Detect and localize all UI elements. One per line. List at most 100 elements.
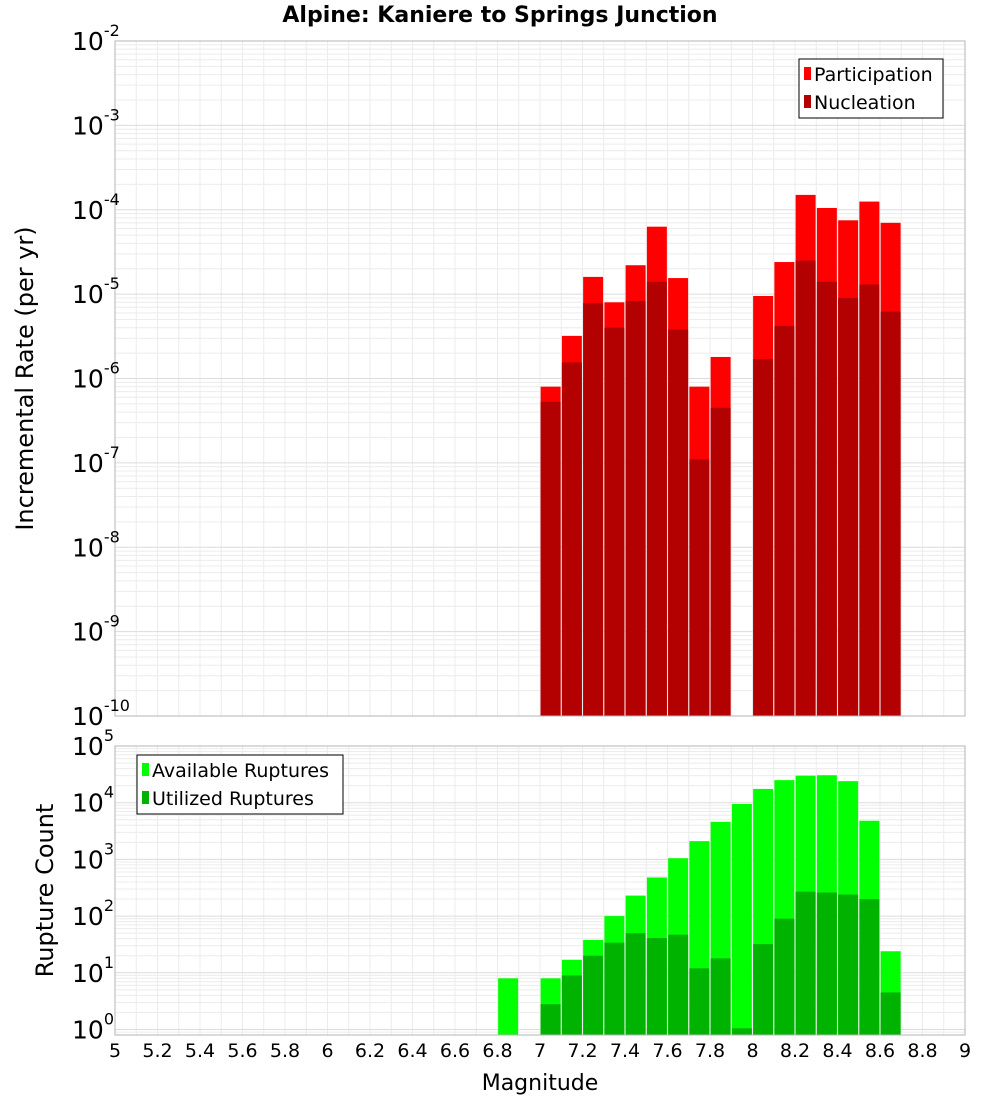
- y-tick-base: 10: [72, 845, 104, 874]
- bar-utilized-ruptures: [668, 934, 689, 1035]
- bar-utilized-ruptures: [689, 968, 710, 1035]
- bar-nucleation: [880, 311, 901, 716]
- x-tick-label: 5: [109, 1040, 121, 1062]
- y-tick-exponent: -9: [104, 612, 120, 631]
- x-tick-label: 6.6: [440, 1040, 470, 1062]
- x-tick-label: 6.8: [482, 1040, 512, 1062]
- y-tick-base: 10: [72, 1016, 104, 1045]
- rate-grid: [114, 40, 966, 717]
- bar-utilized-ruptures: [859, 899, 880, 1035]
- y-tick-label: 104: [72, 783, 114, 818]
- bar-nucleation: [816, 281, 837, 716]
- y-tick-base: 10: [72, 959, 104, 988]
- y-tick-label: 102: [72, 896, 114, 931]
- rate-y-axis-label: Incremental Rate (per yr): [11, 226, 39, 530]
- y-tick-base: 10: [72, 618, 104, 647]
- count-legend-box: [136, 754, 344, 815]
- rate-legend: Participation Nucleation: [798, 58, 944, 119]
- bar-available-ruptures: [731, 803, 752, 1035]
- y-tick-label: 10-8: [72, 527, 120, 562]
- bar-utilized-ruptures: [561, 975, 582, 1035]
- y-tick-base: 10: [72, 449, 104, 478]
- x-tick-label: 6.2: [355, 1040, 385, 1062]
- bar-utilized-ruptures: [625, 933, 646, 1035]
- y-tick-exponent: -8: [104, 527, 120, 546]
- y-tick-base: 10: [72, 732, 104, 761]
- x-tick-label: 7.4: [610, 1040, 640, 1062]
- legend-swatch-participation: [804, 67, 811, 80]
- y-tick-label: 10-5: [72, 274, 120, 309]
- x-tick-label: 9: [959, 1040, 971, 1062]
- x-tick-label: 7.6: [652, 1040, 682, 1062]
- bar-utilized-ruptures: [753, 944, 774, 1035]
- count-legend: Available Ruptures Utilized Ruptures: [136, 754, 344, 815]
- x-tick-label: 7.8: [695, 1040, 725, 1062]
- legend-label-available-ruptures: Available Ruptures: [152, 760, 329, 782]
- bar-nucleation: [646, 281, 667, 716]
- x-tick-label: 7: [534, 1040, 546, 1062]
- y-tick-base: 10: [72, 533, 104, 562]
- bar-utilized-ruptures: [880, 992, 901, 1035]
- x-tick-label: 8.4: [822, 1040, 852, 1062]
- x-tick-label: 8.8: [907, 1040, 937, 1062]
- y-tick-exponent: -4: [104, 190, 120, 209]
- y-tick-label: 10-7: [72, 443, 120, 478]
- x-tick-label: 6.4: [397, 1040, 427, 1062]
- y-tick-exponent: -6: [104, 359, 120, 378]
- chart-title: Alpine: Kaniere to Springs Junction: [282, 3, 717, 28]
- x-tick-label: 5.4: [185, 1040, 215, 1062]
- bar-nucleation: [859, 284, 880, 716]
- bar-utilized-ruptures: [838, 894, 859, 1035]
- y-tick-label: 101: [72, 953, 114, 988]
- bar-nucleation: [561, 362, 582, 716]
- bar-nucleation: [838, 297, 859, 716]
- rate-plot-frame: [114, 40, 966, 717]
- y-tick-base: 10: [72, 280, 104, 309]
- y-tick-exponent: 0: [104, 1010, 114, 1029]
- bar-utilized-ruptures: [583, 955, 604, 1035]
- y-tick-label: 10-3: [72, 105, 120, 140]
- legend-swatch-available-ruptures: [142, 763, 149, 776]
- y-tick-base: 10: [72, 365, 104, 394]
- y-tick-exponent: -3: [104, 105, 120, 124]
- bar-utilized-ruptures: [774, 918, 795, 1035]
- rate-legend-box: [798, 58, 944, 119]
- y-tick-base: 10: [72, 902, 104, 931]
- bar-utilized-ruptures: [710, 958, 731, 1035]
- y-tick-exponent: 3: [104, 839, 114, 858]
- y-tick-label: 10-4: [72, 190, 120, 225]
- y-tick-exponent: 5: [104, 726, 114, 745]
- bar-nucleation: [540, 401, 561, 716]
- x-tick-label: 5.2: [142, 1040, 172, 1062]
- x-tick-label: 8.6: [865, 1040, 895, 1062]
- bar-utilized-ruptures: [646, 938, 667, 1035]
- bar-nucleation: [625, 300, 646, 716]
- y-tick-label: 10-2: [72, 21, 120, 56]
- y-tick-label: 103: [72, 839, 114, 874]
- bar-utilized-ruptures: [795, 891, 816, 1035]
- x-tick-label: 8.2: [780, 1040, 810, 1062]
- bar-nucleation: [795, 260, 816, 716]
- x-tick-label: 5.8: [270, 1040, 300, 1062]
- y-tick-label: 10-9: [72, 612, 120, 647]
- legend-label-participation: Participation: [814, 64, 933, 86]
- legend-swatch-nucleation: [804, 95, 811, 108]
- y-tick-exponent: 4: [104, 783, 114, 802]
- bar-nucleation: [710, 407, 731, 716]
- y-tick-exponent: -5: [104, 274, 120, 293]
- bar-nucleation: [668, 329, 689, 716]
- bar-utilized-ruptures: [816, 892, 837, 1035]
- legend-swatch-utilized-ruptures: [142, 791, 149, 804]
- x-tick-label: 5.6: [227, 1040, 257, 1062]
- x-tick-label: 8: [746, 1040, 758, 1062]
- bar-nucleation: [604, 327, 625, 716]
- bar-available-ruptures: [498, 978, 519, 1035]
- count-bars: [498, 775, 901, 1035]
- bar-utilized-ruptures: [731, 1028, 752, 1035]
- bar-nucleation: [689, 459, 710, 716]
